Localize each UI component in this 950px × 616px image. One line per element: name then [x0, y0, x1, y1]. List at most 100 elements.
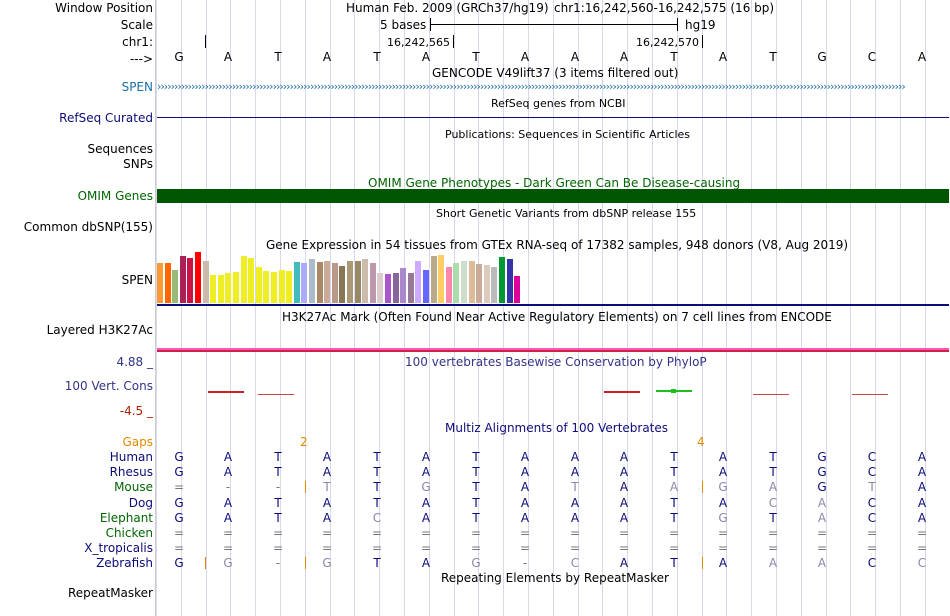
omim-gene-bar[interactable] [157, 189, 949, 203]
label-separator [155, 0, 156, 616]
gtex-tissue-bar[interactable] [400, 268, 407, 303]
species-label[interactable]: X_tropicalis [84, 541, 153, 555]
base-letter: G [174, 50, 184, 64]
gtex-tissue-bar[interactable] [210, 275, 217, 303]
alignment-base: = [569, 526, 581, 540]
ruler-tick-2 [702, 35, 703, 48]
grid-line [677, 0, 678, 616]
track-label-snps[interactable]: SNPs [123, 157, 153, 171]
gtex-tissue-bar[interactable] [331, 263, 338, 303]
gtex-tissue-bar[interactable] [157, 263, 163, 303]
gtex-tissue-bar[interactable] [499, 257, 505, 303]
gtex-tissue-bar[interactable] [301, 263, 308, 303]
species-label[interactable]: Elephant [99, 511, 153, 525]
gtex-tissue-bar[interactable] [445, 267, 452, 303]
gtex-tissue-bar[interactable] [339, 266, 346, 303]
gtex-tissue-bar[interactable] [187, 258, 194, 303]
track-label-repeatmasker[interactable]: RepeatMasker [67, 586, 153, 600]
grid-line [751, 0, 752, 616]
gtex-tissue-bar[interactable] [438, 255, 445, 303]
gtex-tissue-bar[interactable] [293, 262, 300, 303]
phylop-min-label: -4.5 _ [119, 404, 153, 418]
base-letter: A [223, 50, 233, 64]
gtex-tissue-bar[interactable] [392, 273, 399, 303]
grid-line [627, 0, 628, 616]
alignment-base: = [420, 541, 432, 555]
grid-line [354, 0, 355, 616]
gtex-tissue-bar[interactable] [461, 261, 467, 303]
gtex-tissue-bar[interactable] [354, 261, 361, 303]
gtex-tissue-bar[interactable] [164, 263, 171, 303]
ruler-tick [205, 35, 206, 48]
species-label[interactable]: Dog [128, 496, 153, 510]
gtex-tissue-bar[interactable] [233, 272, 239, 303]
track-label-omim[interactable]: OMIM Genes [77, 189, 153, 203]
gtex-tissue-bar[interactable] [309, 259, 315, 303]
gtex-tissue-bar[interactable] [506, 259, 513, 303]
alignment-base: C [867, 465, 877, 479]
refseq-gene-line[interactable] [157, 117, 949, 118]
track-label-cons[interactable]: 100 Vert. Cons [64, 379, 153, 393]
gtex-tissue-bar[interactable] [415, 261, 422, 303]
gtex-tissue-bar[interactable] [377, 273, 384, 303]
alignment-base: A [421, 556, 431, 570]
grid-line [652, 0, 653, 616]
gtex-tissue-bar[interactable] [491, 267, 498, 303]
gtex-tissue-bar[interactable] [362, 259, 369, 303]
gtex-tissue-bar[interactable] [248, 258, 255, 303]
grid-line [900, 0, 901, 616]
gtex-tissue-bar[interactable] [217, 275, 224, 303]
gtex-tissue-bar[interactable] [240, 256, 247, 303]
gtex-tissue-bar[interactable] [514, 276, 521, 303]
gtex-tissue-bar[interactable] [195, 252, 201, 303]
spen-gene-model[interactable]: ››››››››››››››››››››››››››››››››››››››››… [157, 80, 906, 93]
gtex-tissue-bar[interactable] [385, 274, 391, 303]
gtex-tissue-bar[interactable] [483, 265, 490, 303]
gtex-tissue-bar[interactable] [423, 270, 429, 303]
species-label[interactable]: Chicken [105, 526, 153, 540]
alignment-base: C [570, 556, 580, 570]
gtex-tissue-bar[interactable] [476, 264, 483, 303]
gtex-tissue-bar[interactable] [271, 272, 277, 303]
gap-count-2: 4 [697, 435, 705, 449]
gtex-tissue-bar[interactable] [468, 261, 475, 303]
gtex-tissue-bar[interactable] [263, 271, 270, 303]
gtex-tissue-bar[interactable] [407, 273, 414, 303]
alignment-base: A [817, 511, 827, 525]
gtex-tissue-bar[interactable] [225, 273, 232, 303]
species-label[interactable]: Mouse [114, 480, 153, 494]
alignment-base: C [867, 511, 877, 525]
gtex-tissue-bar[interactable] [286, 271, 293, 303]
gtex-tissue-bar[interactable] [255, 267, 262, 303]
gtex-tissue-bar[interactable] [369, 263, 376, 303]
gtex-tissue-bar[interactable] [316, 262, 323, 303]
track-label-h3k27ac[interactable]: Layered H3K27Ac [46, 323, 153, 337]
gtex-tissue-bar[interactable] [430, 256, 437, 303]
species-label[interactable]: Human [109, 450, 153, 464]
alignment-base: = [618, 541, 630, 555]
ruler-pos-2: 16,242,570 [636, 36, 699, 49]
assembly-title: Human Feb. 2009 (GRCh37/hg19) [346, 1, 549, 15]
track-label-sequences[interactable]: Sequences [87, 142, 153, 156]
gtex-tissue-bar[interactable] [278, 270, 285, 303]
track-label-spen-gencode[interactable]: SPEN [121, 80, 153, 94]
species-label[interactable]: Zebrafish [96, 556, 153, 570]
gtex-tissue-bar[interactable] [172, 270, 179, 303]
gtex-tissue-bar[interactable] [179, 256, 186, 303]
track-label-refseq[interactable]: RefSeq Curated [59, 111, 153, 125]
gtex-tissue-bar[interactable] [347, 261, 353, 303]
gtex-tissue-bar[interactable] [202, 261, 209, 303]
alignment-base: A [917, 496, 927, 510]
track-label-gtex-spen[interactable]: SPEN [121, 273, 153, 287]
gtex-gene-line[interactable] [157, 304, 949, 306]
gtex-tissue-bar[interactable] [324, 261, 331, 303]
alignment-base: T [670, 511, 678, 525]
species-label[interactable]: Rhesus [109, 465, 153, 479]
gap-count-1: 2 [300, 435, 308, 449]
gtex-tissue-bar[interactable] [453, 263, 460, 303]
track-label-dbsnp[interactable]: Common dbSNP(155) [23, 220, 153, 234]
grid-line [801, 0, 802, 616]
alignment-base: A [570, 450, 580, 464]
alignment-base: = [866, 526, 878, 540]
grid-line [379, 0, 380, 616]
